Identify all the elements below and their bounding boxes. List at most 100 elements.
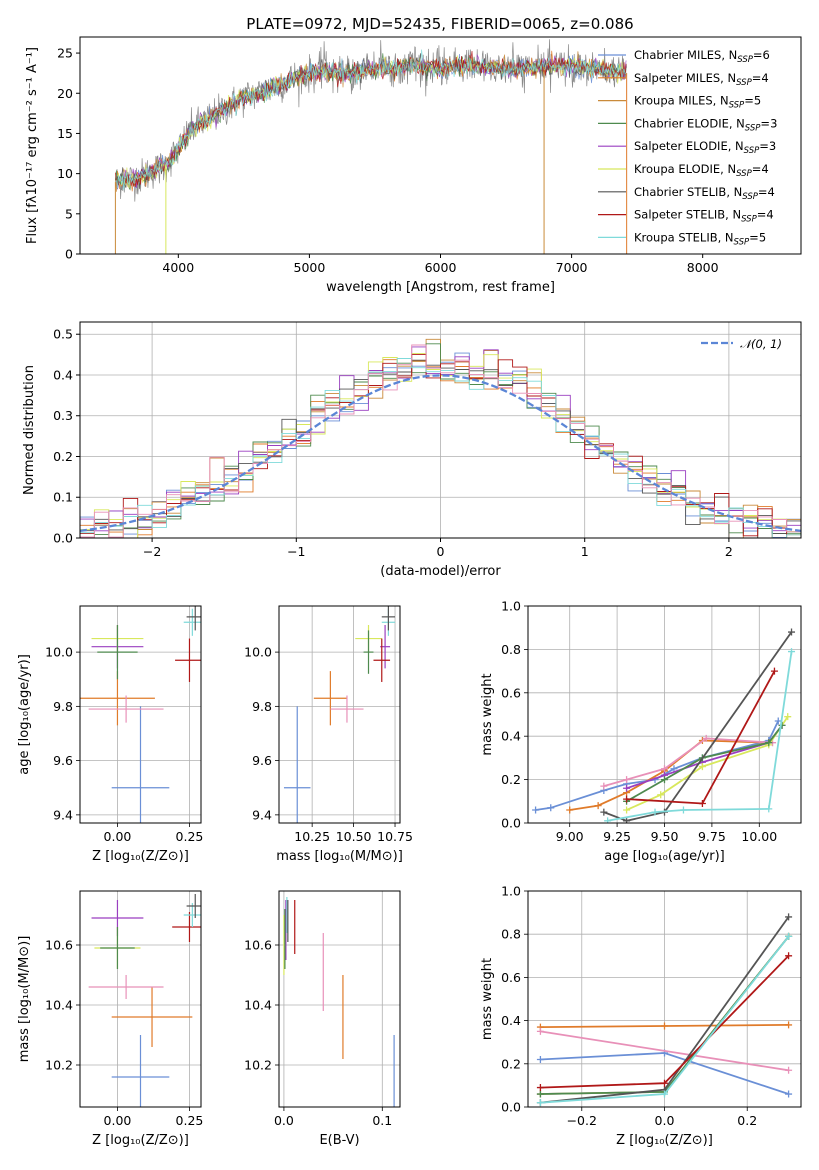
weight-marker [623,776,631,784]
error-bar-point [111,1035,170,1107]
error-bar-point [373,638,391,682]
y-tick-label: 10.4 [244,998,272,1013]
x-tick-label: 0.0 [274,1113,294,1128]
legend-nssp-prefix: , N [718,230,734,244]
legend-nssp-equals: = [757,208,767,222]
legend-entry: 𝒩(0, 1) [740,337,782,351]
x-tick-label: 0.0 [655,1113,675,1128]
spectrum-lines [114,39,628,254]
y-tick-label: 1.0 [501,599,521,614]
error-bar-point [186,894,201,918]
x-tick-label: 1 [581,544,589,559]
x-tick-label: 9.00 [556,829,584,844]
legend-nssp-equals: = [760,116,770,130]
x-axis-label: (data-model)/error [380,564,501,579]
y-tick-label: 0 [65,247,73,262]
weight-series-line [626,724,783,803]
error-bar-point [172,912,201,942]
mass-vs-Z-panel: 0.00 0.25 10.2 10.4 10.6 Z [log₁₀(Z/Z⊙)] mass … [17,890,203,1148]
axes-frame [79,890,202,1108]
y-axis-label: age [log₁₀(age/yr)] [17,654,32,775]
weight-series-line [540,1030,789,1072]
error-bar-point [88,975,164,999]
legend-nssp-equals: = [758,185,768,199]
weight-marker [604,817,612,823]
y-tick-label: 0.3 [53,408,73,423]
weight-marker [661,1090,668,1098]
y-axis-label: mass [log₁₀(M/M⊙)] [17,936,32,1063]
x-axis-label: wavelength [Angstrom, rest frame] [326,280,555,295]
error-bar-point [186,606,201,631]
mass-vs-ebv-panel: 0.0 0.1 10.2 10.4 10.6 E(B-V) [244,890,401,1148]
legend-nssp-subscript: SSP [742,192,758,202]
axes-frame [79,605,202,824]
weight-marker [600,782,608,790]
legend-nssp-prefix: , N [729,116,745,130]
y-tick-label: 0.5 [53,327,73,342]
legend-nssp-value: 4 [761,71,768,85]
y-tick-label: 10.6 [45,938,73,953]
legend-nssp-prefix: , N [728,139,744,153]
weight-marker [785,1021,793,1029]
legend-entry: Salpeter ELODIE, NSSP=3 [634,139,776,156]
age-vs-mass-panel: 10.25 10.50 10.75 9.4 9.6 9.8 10.0 mass [log₁₀(… [244,605,413,864]
legend-entry: Kroupa ELODIE, NSSP=4 [634,162,769,179]
y-tick-label: 0.2 [501,772,521,787]
weight-marker [547,804,555,812]
y-tick-label: 9.6 [53,753,73,768]
y-tick-label: 5 [65,206,73,221]
weight-vs-Z-lines [536,913,793,1107]
weight-marker [594,802,602,810]
x-axis-label: E(B-V) [319,1133,359,1148]
error-bar-point [363,630,374,674]
y-axis-label: Normed distribution [22,365,37,495]
legend-nssp-subscript: SSP [745,123,761,133]
weight-marker [785,952,793,960]
weight-marker [623,795,631,803]
legend-entry: Kroupa STELIB, NSSP=5 [634,230,766,247]
legend-nssp-equals: = [752,162,762,176]
weight-marker [623,806,631,814]
weight-marker [532,806,540,814]
legend-nssp-value: 6 [763,48,770,62]
legend-entry: Salpeter MILES, NSSP=4 [634,71,769,88]
x-tick-label: 9.50 [651,829,679,844]
y-tick-label: 9.8 [252,699,272,714]
legend-nssp-subscript: SSP [736,78,752,88]
weight-marker [536,1099,544,1107]
weight-marker [788,628,796,636]
figure-title: PLATE=0972, MJD=52435, FIBERID=0065, z=0… [246,15,633,33]
legend-nssp-subscript: SSP [737,55,753,65]
weight-marker [623,817,631,823]
legend-series-name: Chabrier MILES [634,48,721,62]
x-tick-label: 10.00 [741,829,777,844]
error-bar-point [313,671,347,726]
error-bar-point [381,606,396,631]
legend-nssp-value: 5 [759,230,766,244]
error-bar-point [88,695,164,723]
y-tick-label: 25 [57,46,73,61]
error-bar-point [100,927,135,969]
residual-histogram-panel: −2 −1 0 1 2 0.0 0.1 0.2 0.3 0.4 0.5 (data-model)/er… [22,321,802,579]
axes-frame [527,605,802,824]
axes-frame [527,890,802,1108]
y-tick-label: 0.6 [501,685,521,700]
weight-vs-age-lines [532,628,796,823]
y-tick-label: 10.2 [45,1058,73,1073]
weight-marker [785,913,793,921]
x-tick-label: 10.75 [377,829,413,844]
weight-marker [702,734,710,742]
y-tick-label: 0.4 [501,1013,521,1028]
legend-nssp-value: 4 [761,162,768,176]
legend-series-name: Chabrier STELIB [634,185,726,199]
weight-marker [679,806,687,814]
weight-marker [536,1055,544,1063]
weight-marker [536,1084,544,1092]
x-tick-label: 10.25 [294,829,330,844]
legend-nssp-equals: = [759,139,769,153]
x-tick-label: 4000 [162,260,194,275]
weight-marker [661,765,668,773]
weight-vs-age-panel: 9.00 9.25 9.50 9.75 10.00 0.0 0.2 0.4 0.6 0.8 1.0 a… [480,599,802,864]
y-tick-label: 10.2 [244,1058,272,1073]
x-tick-label: 9.25 [603,829,631,844]
